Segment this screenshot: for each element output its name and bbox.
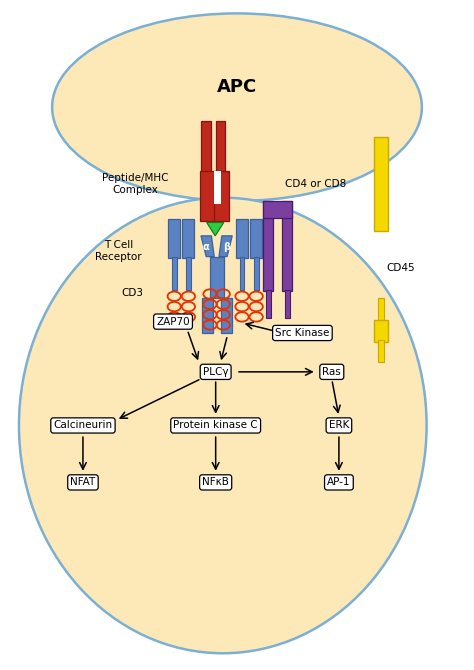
Bar [200, 171, 215, 221]
Bar [168, 219, 180, 258]
Bar [265, 290, 271, 318]
Polygon shape [219, 236, 232, 257]
Bar [214, 171, 229, 221]
Bar [221, 298, 232, 333]
Text: PLCγ: PLCγ [203, 367, 228, 377]
Bar [172, 257, 176, 290]
Bar [216, 121, 225, 174]
Text: β: β [223, 242, 231, 251]
Text: Calcineurin: Calcineurin [54, 421, 112, 430]
Bar [214, 171, 221, 204]
Text: CD4 or CD8: CD4 or CD8 [284, 180, 346, 189]
Text: Protein kinase C: Protein kinase C [173, 421, 258, 430]
Text: ERK: ERK [329, 421, 349, 430]
Bar [254, 257, 259, 290]
Text: NFκB: NFκB [202, 478, 229, 487]
Text: NFAT: NFAT [70, 478, 96, 487]
Text: APC: APC [217, 78, 257, 96]
Bar [186, 257, 191, 290]
Text: CD3: CD3 [122, 289, 144, 298]
Bar [378, 298, 384, 322]
Bar [374, 320, 388, 342]
Bar [182, 219, 194, 258]
Text: Src Kinase: Src Kinase [275, 328, 329, 338]
Bar [236, 219, 248, 258]
Text: α: α [203, 242, 210, 251]
Bar [239, 257, 245, 290]
Text: Ras: Ras [322, 367, 341, 377]
Text: CD45: CD45 [386, 263, 415, 273]
Text: Peptide/MHC
Complex: Peptide/MHC Complex [102, 174, 168, 195]
Polygon shape [207, 222, 224, 236]
Text: AP-1: AP-1 [327, 478, 351, 487]
Ellipse shape [52, 13, 422, 201]
Polygon shape [201, 236, 214, 257]
Bar [201, 121, 211, 174]
Bar [282, 201, 292, 291]
Text: T Cell
Receptor: T Cell Receptor [95, 241, 142, 262]
Bar [378, 340, 384, 362]
Bar [250, 219, 262, 258]
Bar [210, 257, 224, 298]
Bar [284, 290, 290, 318]
Text: ZAP70: ZAP70 [156, 317, 190, 326]
Bar [374, 137, 388, 231]
Bar [263, 201, 273, 291]
Bar [202, 298, 213, 333]
Bar [263, 201, 292, 218]
Ellipse shape [19, 198, 427, 653]
